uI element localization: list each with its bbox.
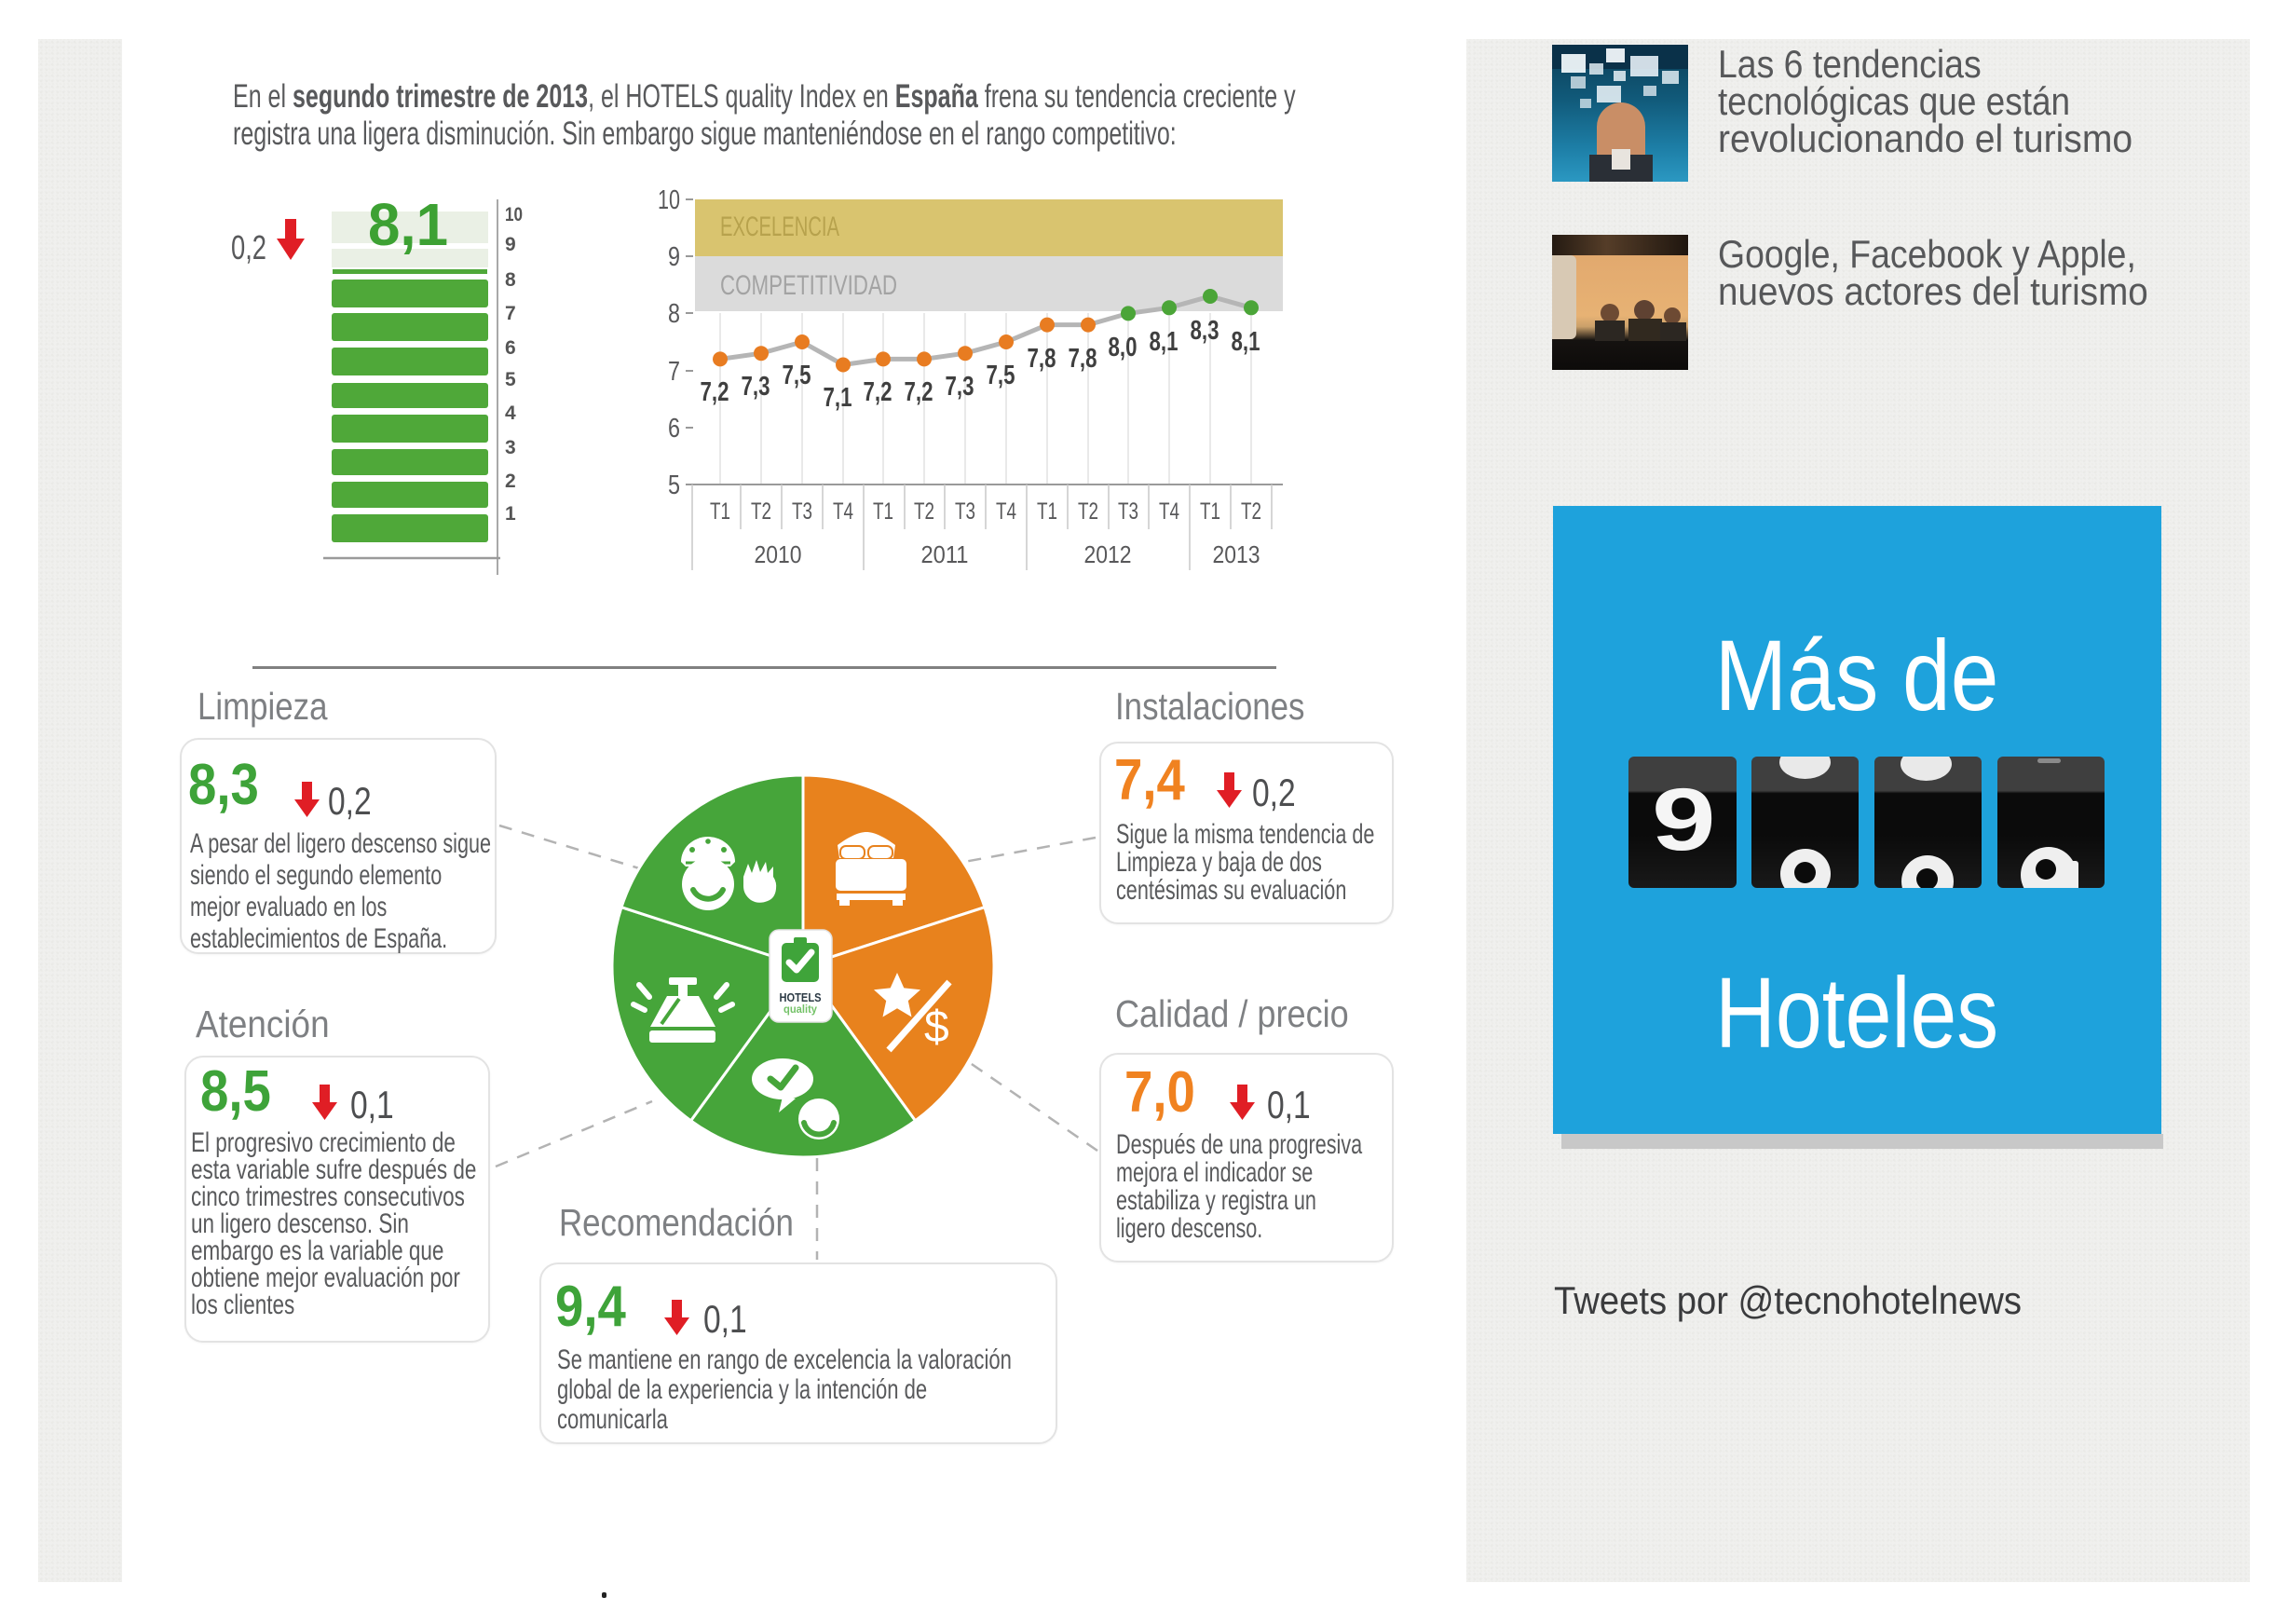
svg-text:T3: T3	[792, 498, 812, 525]
svg-text:7,8: 7,8	[1069, 344, 1097, 374]
svg-text:8,0: 8,0	[1109, 333, 1138, 362]
svg-text:T1: T1	[1200, 498, 1220, 525]
svg-text:2011: 2011	[921, 540, 969, 568]
svg-text:COMPETITIVIDAD: COMPETITIVIDAD	[720, 270, 897, 301]
svg-text:2013: 2013	[1213, 540, 1260, 568]
svg-text:T2: T2	[914, 498, 934, 525]
svg-text:T1: T1	[1037, 498, 1057, 525]
svg-text:T2: T2	[1078, 498, 1098, 525]
svg-text:4: 4	[505, 403, 516, 424]
svg-text:6: 6	[505, 337, 516, 359]
svg-text:7: 7	[668, 357, 680, 387]
svg-text:7: 7	[505, 303, 516, 324]
svg-text:8: 8	[505, 269, 516, 291]
svg-text:EXCELENCIA: EXCELENCIA	[720, 212, 839, 242]
svg-text:7,3: 7,3	[742, 372, 770, 402]
svg-text:7,1: 7,1	[824, 383, 852, 413]
svg-text:8,1: 8,1	[368, 191, 448, 258]
svg-text:10: 10	[505, 204, 523, 225]
svg-text:T1: T1	[710, 498, 730, 525]
svg-text:5: 5	[668, 471, 680, 500]
svg-text:5: 5	[505, 369, 516, 390]
svg-text:8,1: 8,1	[1150, 327, 1179, 357]
svg-text:quality: quality	[783, 1003, 817, 1016]
svg-text:0,2: 0,2	[231, 228, 266, 266]
svg-text:3: 3	[505, 437, 516, 458]
svg-text:7,5: 7,5	[783, 361, 811, 390]
svg-text:8: 8	[668, 299, 680, 329]
svg-text:T2: T2	[751, 498, 771, 525]
svg-text:T4: T4	[833, 498, 853, 525]
svg-text:2010: 2010	[755, 540, 802, 568]
svg-text:T4: T4	[996, 498, 1016, 525]
svg-text:10: 10	[658, 185, 680, 215]
svg-text:7,8: 7,8	[1028, 344, 1056, 374]
svg-text:1: 1	[505, 503, 516, 525]
svg-text:7,2: 7,2	[701, 377, 729, 407]
svg-text:6: 6	[668, 414, 680, 444]
svg-text:7,3: 7,3	[946, 372, 974, 402]
svg-text:T3: T3	[955, 498, 975, 525]
svg-text:7,5: 7,5	[987, 361, 1015, 390]
svg-text:2: 2	[505, 471, 516, 492]
svg-text:8,1: 8,1	[1232, 327, 1260, 357]
svg-text:T3: T3	[1118, 498, 1138, 525]
svg-text:2012: 2012	[1084, 540, 1132, 568]
svg-text:7,2: 7,2	[864, 377, 892, 407]
svg-text:T2: T2	[1241, 498, 1261, 525]
svg-text:9: 9	[668, 242, 680, 272]
svg-text:T1: T1	[873, 498, 893, 525]
svg-text:8,3: 8,3	[1191, 316, 1219, 346]
svg-text:HOTELS: HOTELS	[780, 990, 822, 1004]
svg-text:$: $	[924, 1003, 949, 1052]
svg-text:7,2: 7,2	[905, 377, 933, 407]
svg-text:9: 9	[505, 234, 516, 255]
svg-text:T4: T4	[1159, 498, 1179, 525]
